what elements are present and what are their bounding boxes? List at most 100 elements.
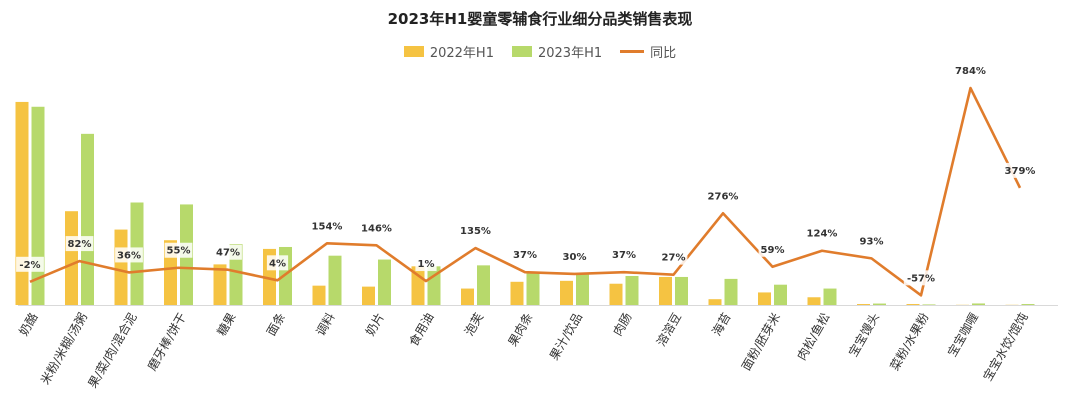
- yoy-label-bg-14: [705, 188, 741, 204]
- x-tick-label-9: 泡芙: [462, 311, 486, 339]
- yoy-label-2: 36%: [117, 250, 141, 261]
- yoy-label-bg-7: [359, 220, 394, 236]
- yoy-label-8: 1%: [418, 259, 435, 270]
- bar-2023-0: [31, 106, 45, 305]
- chart-title: 2023年H1婴童零辅食行业细分品类销售表现: [387, 10, 693, 28]
- bar-2023-16: [823, 288, 837, 305]
- bar-2023-12: [625, 275, 639, 305]
- x-tick-label-3: 磨牙棒/饼干: [145, 311, 189, 373]
- yoy-label-14: 276%: [708, 191, 739, 202]
- bar-2022-9: [461, 288, 474, 305]
- yoy-label-bg-11: [560, 248, 589, 264]
- yoy-label-bg-18: [903, 270, 939, 286]
- bar-2022-0: [15, 101, 29, 306]
- yoy-label-11: 30%: [563, 252, 587, 263]
- yoy-label-9: 135%: [460, 226, 491, 237]
- yoy-label-bg-5: [266, 255, 289, 271]
- yoy-label-19: 784%: [955, 66, 986, 77]
- yoy-label-12: 37%: [612, 250, 636, 261]
- bar-2023-1: [81, 133, 94, 305]
- yoy-label-10: 37%: [513, 250, 537, 261]
- yoy-label-bg-15: [758, 241, 787, 257]
- legend-label-2023: 2023年H1: [537, 46, 603, 61]
- x-tick-label-2: 果/菜/肉/混合泥: [85, 310, 140, 390]
- yoy-label-16: 124%: [807, 229, 838, 240]
- bar-2022-15: [758, 292, 771, 305]
- bar-2022-1: [65, 211, 78, 305]
- x-tick-label-10: 果肉条: [505, 311, 535, 349]
- bar-2022-10: [510, 281, 524, 305]
- x-tick-label-13: 溶溶豆: [653, 310, 684, 349]
- bar-2022-4: [213, 264, 227, 305]
- yoy-label-20: 379%: [1005, 166, 1036, 177]
- yoy-label-bg-2: [115, 247, 143, 263]
- yoy-label-15: 59%: [761, 245, 785, 256]
- yoy-label-bg-17: [857, 233, 886, 249]
- x-tick-label-17: 宝宝馒头: [846, 311, 882, 360]
- yoy-label-bg-4: [214, 244, 242, 260]
- legend-swatch-2022: [403, 46, 424, 57]
- bar-2022-7: [362, 286, 375, 305]
- x-tick-label-12: 肉肠: [610, 311, 634, 339]
- yoy-label-7: 146%: [361, 223, 392, 234]
- legend-label-yoy: 同比: [650, 46, 677, 61]
- yoy-label-bg-6: [309, 218, 345, 234]
- bar-2023-6: [328, 255, 342, 305]
- yoy-label-13: 27%: [662, 253, 686, 264]
- bar-2022-17: [857, 304, 870, 305]
- bar-2022-2: [114, 229, 128, 305]
- yoy-label-3: 55%: [167, 246, 191, 257]
- x-tick-label-14: 海苔: [709, 310, 734, 338]
- x-tick-label-18: 菜粉/水果粉: [887, 311, 931, 373]
- yoy-label-bg-13: [659, 249, 688, 265]
- yoy-label-bg-1: [65, 236, 94, 252]
- yoy-label-4: 47%: [216, 248, 240, 259]
- legend-label-2022: 2022年H1: [429, 46, 494, 61]
- bar-2023-8: [427, 266, 441, 305]
- x-tick-label-0: 奶酪: [16, 310, 41, 338]
- yoy-label-6: 154%: [312, 221, 343, 232]
- legend-swatch-yoy: [620, 50, 645, 53]
- bar-2022-8: [411, 266, 425, 305]
- x-tick-label-6: 调料: [313, 311, 337, 339]
- x-tick-label-7: 奶片: [363, 311, 387, 339]
- x-tick-label-15: 面粉/胚芽米: [739, 311, 783, 373]
- yoy-label-bg-3: [164, 242, 193, 258]
- legend-item-2022: 2022年H1: [403, 42, 494, 61]
- yoy-label-17: 93%: [860, 236, 884, 247]
- bar-2023-7: [378, 259, 391, 305]
- x-tick-label-19: 宝宝咖喱: [944, 310, 981, 359]
- bar-2023-14: [724, 278, 738, 305]
- bar-2023-17: [873, 303, 886, 305]
- x-tick-label-8: 食用油: [406, 310, 437, 349]
- yoy-label-bg-8: [415, 256, 437, 272]
- yoy-label-5: 4%: [269, 258, 286, 269]
- x-tick-label-5: 面条: [264, 311, 288, 339]
- legend-swatch-2023: [511, 46, 532, 57]
- yoy-label-bg-12: [610, 247, 638, 263]
- bar-2023-9: [477, 265, 490, 305]
- legend-item-2023: 2023年H1: [511, 42, 603, 61]
- x-tick-label-11: 果汁/饮品: [547, 311, 585, 363]
- bar-2023-11: [576, 274, 589, 305]
- bar-2022-14: [708, 299, 722, 305]
- yoy-label-0: -2%: [19, 260, 40, 271]
- bar-2022-16: [807, 297, 821, 305]
- yoy-label-bg-20: [1002, 162, 1038, 178]
- bar-2023-18: [922, 304, 936, 305]
- bar-2023-20: [1021, 304, 1035, 305]
- yoy-label-bg-9: [458, 223, 493, 239]
- yoy-label-bg-19: [953, 63, 988, 79]
- bar-2023-10: [526, 273, 540, 305]
- x-tick-label-4: 糖果: [214, 310, 239, 338]
- x-tick-label-1: 米粉/米糊/汤粥: [37, 310, 90, 387]
- yoy-label-bg-0: [16, 256, 44, 272]
- bar-2022-11: [560, 280, 573, 305]
- bar-2022-12: [609, 283, 623, 305]
- bar-2022-18: [906, 304, 920, 305]
- bar-2023-19: [972, 303, 985, 305]
- bar-2023-15: [774, 284, 787, 305]
- legend: 2022年H1 2023年H1 同比: [0, 42, 1080, 61]
- bar-2023-13: [675, 276, 688, 305]
